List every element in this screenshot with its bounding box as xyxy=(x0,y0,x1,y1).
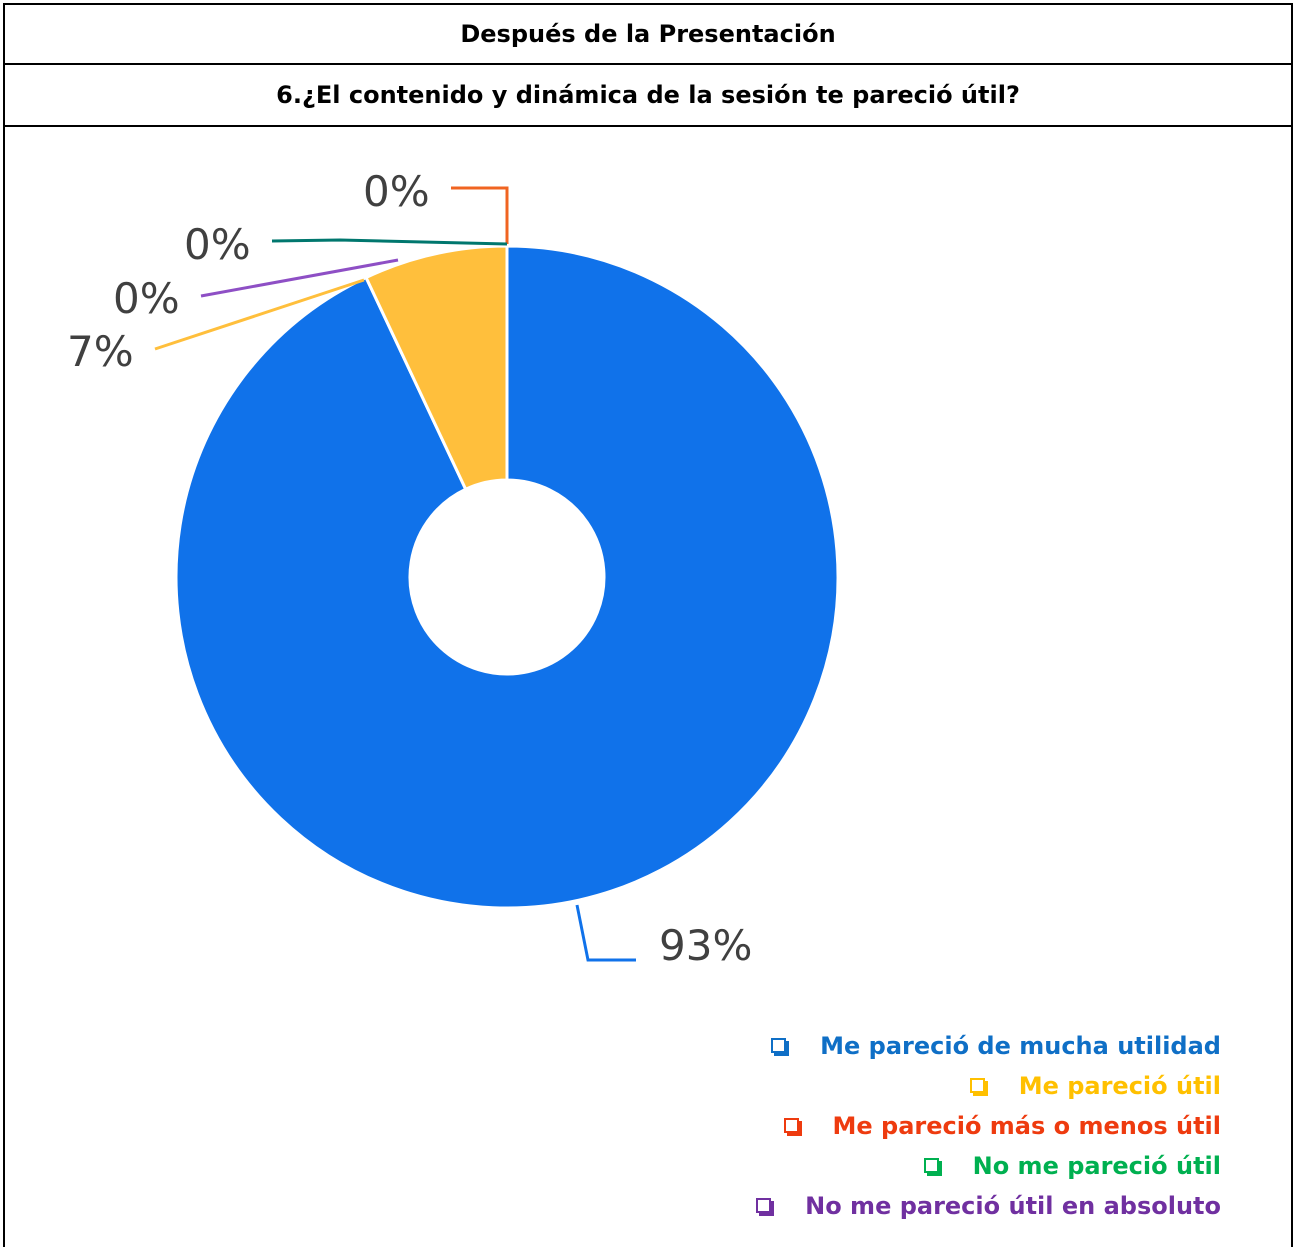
data-label-4: 0% xyxy=(113,274,180,323)
legend-item-util: Me pareció útil xyxy=(756,1066,1221,1106)
legend-label: No me pareció útil xyxy=(972,1152,1221,1180)
legend-label: Me pareció más o menos útil xyxy=(832,1112,1222,1140)
legend-label: Me pareció útil xyxy=(1018,1072,1221,1100)
legend-item-mas-o-menos: Me pareció más o menos útil xyxy=(756,1106,1221,1146)
legend: Me pareció de mucha utilidad Me pareció … xyxy=(756,1026,1221,1226)
checkbox-icon xyxy=(923,1158,942,1176)
checkbox-icon xyxy=(783,1118,802,1136)
leader-line-1 xyxy=(154,278,365,351)
legend-item-mucha-utilidad: Me pareció de mucha utilidad xyxy=(756,1026,1221,1066)
data-label-2: 0% xyxy=(363,167,430,216)
checkbox-icon xyxy=(969,1078,988,1096)
legend-label: Me pareció de mucha utilidad xyxy=(820,1032,1221,1060)
leader-line-4 xyxy=(200,258,399,298)
checkbox-icon xyxy=(756,1198,775,1216)
data-label-3: 0% xyxy=(184,220,251,269)
page-title: Después de la Presentación xyxy=(5,5,1291,65)
legend-item-no-util: No me pareció útil xyxy=(756,1146,1221,1186)
data-label-0: 93% xyxy=(659,921,752,970)
data-label-1: 7% xyxy=(67,327,134,376)
checkbox-icon xyxy=(771,1038,790,1056)
leader-line-2 xyxy=(451,186,509,244)
legend-label: No me pareció útil en absoluto xyxy=(805,1192,1221,1220)
leader-line-0 xyxy=(575,904,636,962)
slice-0 xyxy=(174,244,840,910)
chart-frame: Después de la Presentación 6.¿El conteni… xyxy=(3,3,1293,1247)
slice-1 xyxy=(364,244,509,492)
question-title: 6.¿El contenido y dinámica de la sesión … xyxy=(5,65,1291,127)
legend-item-nada-util: No me pareció útil en absoluto xyxy=(756,1186,1221,1226)
leader-line-3 xyxy=(271,238,508,246)
